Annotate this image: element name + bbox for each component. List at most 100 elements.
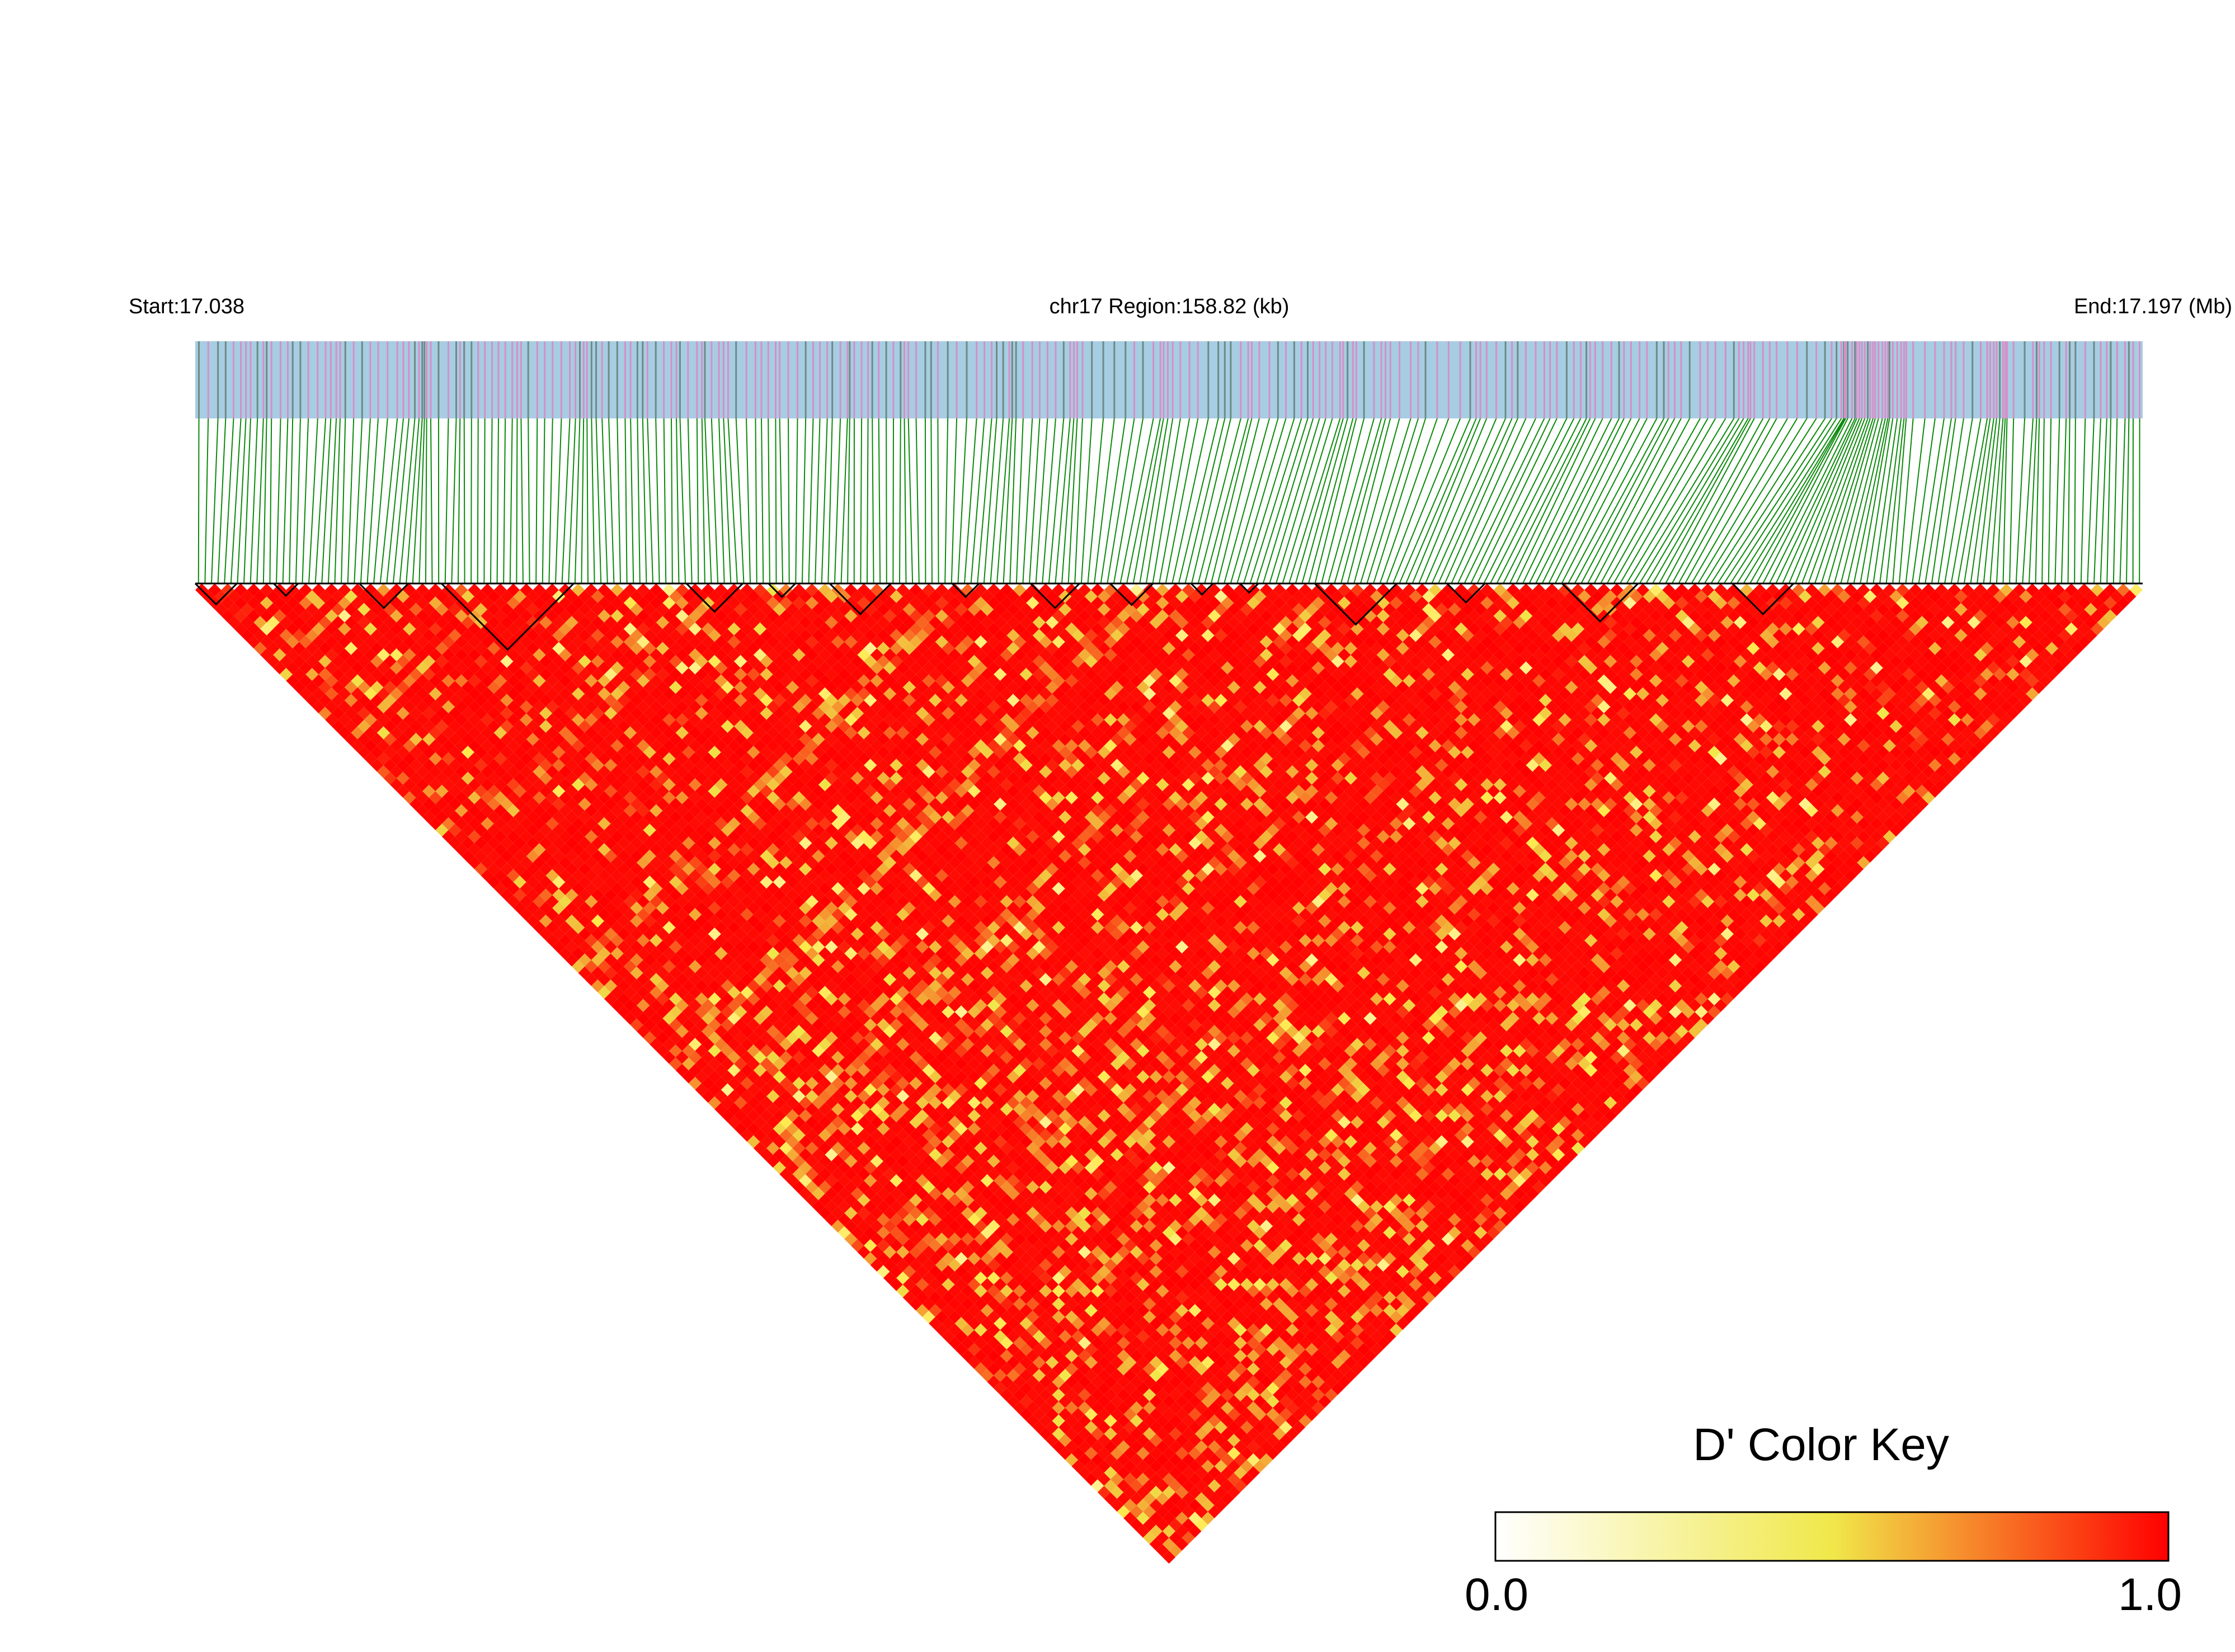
marker-connector	[1528, 418, 1612, 584]
ld-cell	[792, 1168, 806, 1181]
ld-cell	[987, 1297, 1000, 1311]
ld-cell	[1130, 1479, 1144, 1493]
marker-connector	[1184, 418, 1226, 584]
ld-cell	[357, 655, 371, 668]
ld-cell	[552, 901, 566, 915]
ld-cell	[1013, 1258, 1027, 1272]
marker-connector	[2002, 418, 2008, 584]
ld-cell	[1175, 1472, 1189, 1486]
marker-connector	[1444, 418, 1518, 584]
ld-cell	[500, 811, 514, 824]
ld-cell	[1091, 1362, 1104, 1376]
ld-cell	[318, 694, 332, 707]
ld-cell	[481, 843, 494, 856]
ld-cell	[364, 674, 377, 688]
ld-cell	[390, 622, 403, 636]
ld-cell	[643, 888, 656, 902]
ld-cell	[942, 1187, 955, 1201]
ld-cell	[403, 687, 416, 700]
ld-cell	[364, 739, 377, 752]
ld-cell	[890, 1161, 903, 1174]
marker-connector	[1262, 418, 1314, 584]
ld-cell	[539, 849, 553, 863]
ld-cell	[293, 655, 306, 668]
ld-cell	[877, 1187, 890, 1201]
ld-cell	[1091, 1466, 1104, 1480]
ld-cell	[312, 687, 326, 700]
ld-cell	[558, 895, 572, 909]
ld-cell	[961, 1232, 975, 1246]
ld-cell	[422, 681, 436, 694]
ld-cell	[714, 986, 728, 999]
ld-cell	[617, 888, 630, 902]
ld-cell	[1026, 1297, 1039, 1311]
ld-cell	[312, 622, 326, 636]
marker-connector	[951, 418, 958, 584]
marker-connector	[581, 418, 585, 584]
ld-cell	[1013, 1284, 1027, 1298]
ld-cell	[643, 876, 656, 889]
ld-cell	[812, 1161, 825, 1174]
ld-cell	[409, 797, 423, 811]
ld-cell	[474, 823, 488, 837]
ld-cell	[325, 687, 338, 700]
ld-cell	[1065, 1440, 1079, 1453]
ld-cell	[929, 1265, 942, 1278]
marker-connector	[1892, 418, 1907, 584]
ld-cell	[545, 856, 559, 869]
ld-cell	[318, 655, 332, 668]
ld-cell	[396, 759, 410, 772]
ld-cell	[1065, 1349, 1079, 1363]
ld-cell	[526, 784, 539, 798]
marker-connector	[872, 418, 874, 584]
ld-cell	[1097, 1447, 1111, 1460]
ld-cell	[441, 765, 455, 779]
ld-cell	[474, 759, 488, 772]
ld-cell	[1013, 1245, 1027, 1259]
ld-cell	[565, 811, 578, 824]
ld-cell	[656, 888, 670, 902]
ld-cell	[1078, 1427, 1091, 1441]
ld-cell	[1208, 1505, 1221, 1518]
ld-cell	[383, 719, 397, 733]
marker-connector	[1996, 418, 2006, 584]
ld-cell	[740, 999, 754, 1012]
ld-cell	[675, 1051, 689, 1064]
ld-cell	[604, 836, 618, 850]
ld-cell	[948, 1310, 962, 1324]
ld-cell	[1097, 1369, 1111, 1382]
ld-cell	[779, 1051, 793, 1064]
ld-cell	[1026, 1401, 1039, 1415]
ld-cell	[1156, 1414, 1169, 1428]
ld-cell	[377, 713, 390, 727]
ld-cell	[558, 882, 572, 895]
marker-connector	[430, 418, 433, 584]
ld-cell	[552, 797, 566, 811]
marker-connector	[418, 418, 425, 584]
ld-cell	[545, 908, 559, 921]
ld-cell	[1111, 1499, 1124, 1512]
ld-cell	[416, 778, 429, 792]
ld-cell	[390, 726, 403, 740]
ld-cell	[987, 1271, 1000, 1285]
ld-cell	[299, 596, 312, 610]
ld-cell	[740, 1025, 754, 1038]
marker-connector	[1152, 418, 1181, 584]
ld-cell	[954, 1213, 968, 1226]
ld-cell	[545, 921, 559, 934]
ld-cell	[500, 784, 514, 798]
marker-connector	[595, 418, 602, 584]
marker-connector	[944, 418, 949, 584]
ld-cell	[545, 778, 559, 792]
ld-cell	[331, 616, 345, 629]
marker-connector	[2119, 418, 2126, 584]
ld-cell	[441, 778, 455, 792]
ld-cell	[468, 726, 481, 740]
ld-cell	[552, 862, 566, 876]
ld-cell	[331, 642, 345, 655]
marker-connector	[1977, 418, 1997, 584]
ld-cell	[474, 746, 488, 759]
ld-cell	[981, 1213, 994, 1226]
ld-cell	[474, 707, 488, 720]
ld-cell	[1078, 1336, 1091, 1350]
